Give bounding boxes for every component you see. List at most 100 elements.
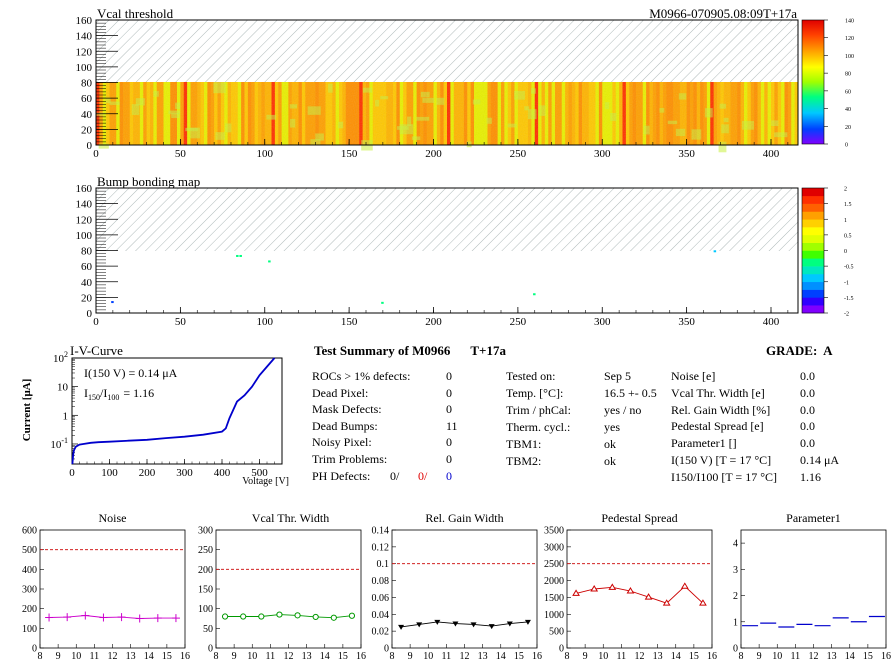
y-tick-label: 0 <box>87 308 93 320</box>
x-tick-label: 8 <box>38 651 43 662</box>
defect-label: Trim Problems: <box>312 451 388 466</box>
x-tick-label: 15 <box>338 651 348 662</box>
x-tick-label: 400 <box>763 148 780 160</box>
dead-bump-point <box>533 293 536 296</box>
x-tick-label: 9 <box>408 651 413 662</box>
x-tick-label: 9 <box>757 651 762 662</box>
trend-title: Rel. Gain Width <box>425 511 503 525</box>
colorbar-tick-label: 0 <box>844 249 847 255</box>
x-tick-label: 13 <box>827 651 837 662</box>
x-tick-label: 10 <box>423 651 433 662</box>
data-point <box>699 599 707 606</box>
defect-label: Mask Defects: <box>312 402 382 416</box>
colorbar-tick-label: 2 <box>844 187 847 193</box>
x-tick-label: 13 <box>653 651 663 662</box>
dead-bump-point <box>268 260 271 263</box>
colorbar-tick-label: 80 <box>845 72 851 78</box>
iv-frame <box>71 357 283 465</box>
grade: GRADE: A <box>766 343 832 359</box>
bump-map-title: Bump bonding map <box>97 174 200 189</box>
colorbar-tick-label: -1 <box>844 280 849 286</box>
data-point <box>506 621 513 627</box>
y-tick-label: 140 <box>76 31 93 43</box>
x-tick-label: 11 <box>791 651 801 662</box>
y-tick-label: 0.08 <box>372 576 390 587</box>
x-tick-label: 200 <box>425 316 442 328</box>
condition-value: yes / no <box>604 403 642 417</box>
x-tick-label: 9 <box>232 651 237 662</box>
y-tick-label: 20 <box>81 292 93 304</box>
trend-title: Parameter1 <box>786 511 841 525</box>
x-tick-label: 15 <box>863 651 873 662</box>
condition-label: Trim / phCal: <box>506 403 571 417</box>
iv-ylabel: Current [μA] <box>21 379 33 442</box>
x-tick-label: 13 <box>302 651 312 662</box>
trend-series-line <box>575 585 704 604</box>
stat-value: 0.14 μA <box>800 453 840 467</box>
data-point <box>276 611 283 618</box>
colorbar-segment <box>802 305 824 314</box>
data-point <box>452 621 459 627</box>
defect-label: Noisy Pixel: <box>312 435 372 449</box>
data-point <box>258 613 265 620</box>
trend-series-line <box>401 621 528 628</box>
y-tick-label: 0 <box>559 644 564 655</box>
x-tick-label: 12 <box>284 651 294 662</box>
x-tick-label: 400 <box>763 316 780 328</box>
x-tick-label: 10 <box>71 651 81 662</box>
stat-label: Rel. Gain Width [%] <box>671 402 771 417</box>
y-tick-label: 200 <box>198 565 213 576</box>
grade-label: GRADE: <box>766 343 818 358</box>
data-point <box>470 622 477 628</box>
condition-label: Therm. cycl.: <box>506 420 571 434</box>
colorbar-segment <box>802 289 824 298</box>
x-tick-label: 150 <box>341 316 358 328</box>
y-tick-label: 0.1 <box>377 559 390 570</box>
colorbar-tick-label: 20 <box>845 125 851 131</box>
x-tick-label: 16 <box>532 651 542 662</box>
condition-value: 16.5 +- 0.5 <box>604 386 657 400</box>
grade-value: A <box>823 343 833 358</box>
condition-value: ok <box>604 437 616 451</box>
defect-row: Noisy Pixel: <box>312 435 372 450</box>
defect-row: ROCs > 1% defects: <box>312 369 410 384</box>
x-tick-label: 16 <box>707 651 717 662</box>
colorbar-segment <box>802 250 824 259</box>
x-tick-label: 15 <box>689 651 699 662</box>
data-point <box>662 599 671 606</box>
x-tick-label: 0 <box>93 316 99 328</box>
data-point <box>117 613 126 622</box>
y-tick-label: 2000 <box>544 576 564 587</box>
defect-label: Dead Pixel: <box>312 385 369 400</box>
iv-y-tick-label: 10 <box>57 382 69 394</box>
x-tick-label: 16 <box>881 651 891 662</box>
y-tick-label: 160 <box>76 15 93 27</box>
x-tick-label: 50 <box>175 316 187 328</box>
x-tick-label: 14 <box>671 651 681 662</box>
x-tick-label: 15 <box>514 651 524 662</box>
y-tick-label: 160 <box>76 183 93 195</box>
colorbar-segment <box>802 281 824 290</box>
vcal-map-title: Vcal threshold <box>97 6 174 21</box>
data-point <box>644 593 653 600</box>
dead-bump-point <box>111 301 114 304</box>
defect-value: 11 <box>446 418 458 433</box>
x-tick-label: 350 <box>678 316 695 328</box>
x-tick-label: 50 <box>175 148 187 160</box>
y-tick-label: 0 <box>208 644 213 655</box>
x-tick-label: 14 <box>845 651 855 662</box>
stat-label: Noise [e] <box>671 369 716 383</box>
condition-label: TBM2: <box>506 454 542 468</box>
trend-chart-pedestal-spread: Pedestal Spread 8 9 10 11 12 13 14 15 16 0 500 1000 1… <box>544 511 717 662</box>
x-tick-label: 13 <box>478 651 488 662</box>
condition-label: Temp. [°C]: <box>506 386 564 400</box>
y-tick-label: 0 <box>384 644 389 655</box>
y-tick-label: 300 <box>22 585 37 596</box>
y-tick-label: 100 <box>76 230 93 242</box>
y-tick-label: 2 <box>733 591 738 602</box>
x-tick-label: 250 <box>510 148 527 160</box>
trend-title: Noise <box>99 511 127 525</box>
ph-defects-value-1: 0/ <box>390 469 400 483</box>
